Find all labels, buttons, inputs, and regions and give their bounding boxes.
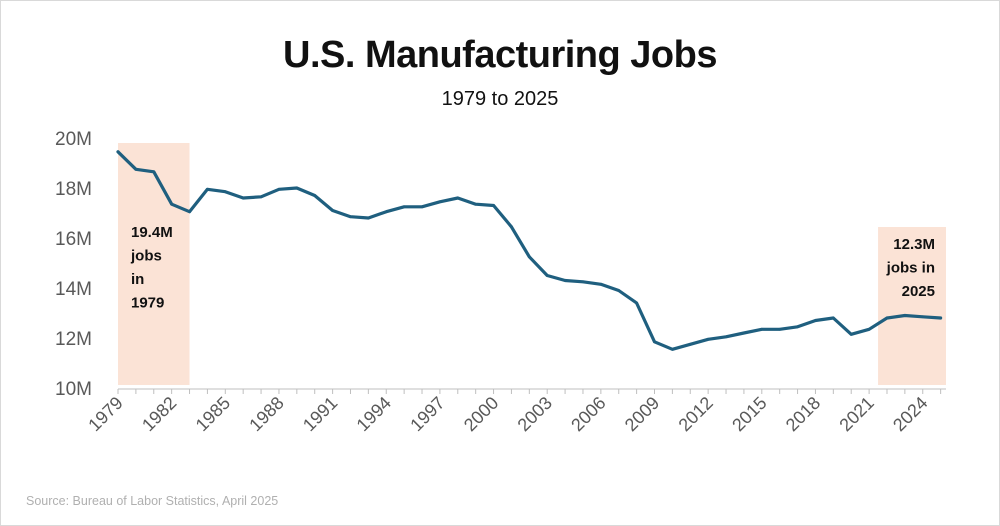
data-point xyxy=(903,314,907,317)
annotation-1979-line: 1979 xyxy=(131,295,164,312)
data-point xyxy=(563,279,567,282)
data-point xyxy=(331,209,335,212)
x-tick-label: 1985 xyxy=(192,393,234,435)
data-point xyxy=(492,204,495,207)
data-point xyxy=(670,347,674,351)
data-point xyxy=(402,205,406,209)
data-point xyxy=(116,150,120,154)
annotation-1979-line: 19.4M xyxy=(131,224,173,241)
data-point xyxy=(921,315,925,319)
data-point xyxy=(384,210,388,214)
source-note: Source: Bureau of Labor Statistics, Apri… xyxy=(26,494,279,508)
highlight-band-2 xyxy=(878,227,946,385)
data-point xyxy=(867,327,871,331)
y-tick-label: 16M xyxy=(55,229,92,250)
data-point xyxy=(706,337,710,341)
annotation-2025-line: 12.3M xyxy=(893,236,935,253)
data-point xyxy=(456,196,460,200)
data-point xyxy=(188,210,191,214)
data-point xyxy=(366,216,370,220)
annotation-1979-line: in xyxy=(131,271,144,288)
y-tick-label: 10M xyxy=(55,379,92,400)
x-tick-label: 2015 xyxy=(728,393,770,435)
annotation-2025-line: jobs in xyxy=(886,260,935,277)
annotation-layer: 19.4M jobs in 1979 12.3M jobs in 2025 xyxy=(130,224,935,312)
data-point xyxy=(527,255,531,259)
data-point xyxy=(796,325,799,329)
data-point xyxy=(295,186,299,190)
x-tick-label: 1991 xyxy=(299,393,341,435)
x-tick-label: 1997 xyxy=(406,393,448,435)
data-point xyxy=(223,190,227,194)
data-point xyxy=(688,342,692,346)
data-point xyxy=(831,316,835,320)
x-tick-label: 1988 xyxy=(245,393,287,435)
data-point xyxy=(599,282,603,286)
x-tick-label: 2009 xyxy=(621,393,663,435)
x-tick-label: 1982 xyxy=(138,393,180,435)
data-point xyxy=(259,195,263,199)
data-point xyxy=(349,215,352,219)
data-point xyxy=(510,225,513,229)
chart-subtitle: 1979 to 2025 xyxy=(441,88,559,110)
data-point xyxy=(241,196,245,200)
annotation-2025-line: 2025 xyxy=(902,283,935,300)
data-point xyxy=(760,327,764,331)
y-tick-label: 14M xyxy=(55,279,92,300)
data-point xyxy=(814,319,817,322)
data-point xyxy=(617,289,621,292)
data-point xyxy=(545,274,549,277)
highlight-layer xyxy=(118,143,946,385)
data-point xyxy=(742,331,746,335)
data-point xyxy=(939,316,943,320)
data-point xyxy=(152,170,156,174)
highlight-band-1 xyxy=(118,143,190,385)
y-tick-label: 18M xyxy=(55,179,92,200)
data-point xyxy=(635,301,639,305)
y-tick-label: 20M xyxy=(55,129,92,150)
data-point xyxy=(581,280,585,284)
x-tick-label: 2018 xyxy=(782,393,824,435)
data-point xyxy=(724,335,728,339)
data-point xyxy=(134,167,138,171)
data-point xyxy=(849,332,853,336)
data-point xyxy=(474,202,478,206)
series-layer xyxy=(116,150,943,351)
data-point xyxy=(885,316,889,320)
x-tick-label: 1994 xyxy=(353,393,395,435)
x-tick-label: 2006 xyxy=(567,393,609,435)
data-point xyxy=(778,327,782,331)
data-point xyxy=(438,200,442,204)
data-point xyxy=(653,340,656,344)
chart-title: U.S. Manufacturing Jobs xyxy=(283,34,717,76)
data-point xyxy=(206,187,209,191)
data-point xyxy=(313,194,317,197)
x-tick-label: 2024 xyxy=(889,393,931,435)
data-point xyxy=(170,202,174,206)
data-point xyxy=(420,205,424,209)
data-point xyxy=(277,187,281,191)
x-tick-label: 2003 xyxy=(514,393,556,435)
y-tick-label: 12M xyxy=(55,329,92,350)
series-line-1 xyxy=(116,150,943,351)
annotation-1979-line: jobs xyxy=(130,248,162,265)
x-tick-label: 2000 xyxy=(460,393,502,435)
x-tick-label: 2021 xyxy=(835,393,877,435)
x-tick-label: 2012 xyxy=(675,393,717,435)
